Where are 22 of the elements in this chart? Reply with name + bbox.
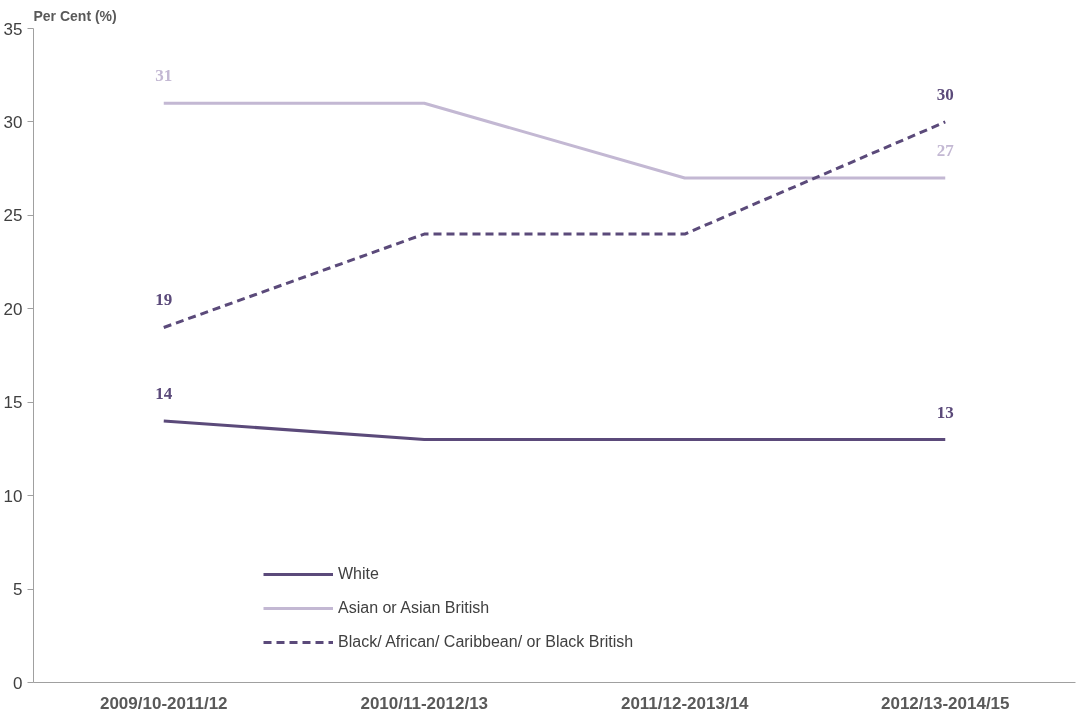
y-axis-title: Per Cent (%) (33, 7, 117, 24)
y-tick-label: 15 (3, 393, 23, 413)
x-tick-label: 2011/12-2013/14 (620, 693, 750, 713)
x-tick-label: 2010/11-2012/13 (360, 693, 489, 713)
y-tick-label: 35 (3, 19, 23, 39)
x-tick-label: 2012/13-2014/15 (880, 693, 1010, 713)
legend-label: Black/ African/ Caribbean/ or Black British (338, 633, 634, 651)
y-tick-label: 10 (3, 486, 23, 506)
y-tick-label: 0 (13, 673, 23, 693)
legend-label: Asian or Asian British (338, 599, 490, 617)
x-tick-label: 2009/10-2011/12 (99, 693, 228, 713)
data-label: 31 (155, 66, 173, 86)
data-label: 13 (936, 402, 954, 422)
data-label: 19 (155, 290, 173, 310)
data-label: 30 (936, 84, 954, 104)
data-label: 14 (155, 383, 173, 403)
y-tick-label: 25 (3, 206, 23, 226)
y-tick-label: 30 (3, 112, 23, 132)
data-label: 27 (936, 140, 955, 160)
y-tick-label: 20 (3, 299, 23, 319)
y-tick-label: 5 (13, 580, 23, 600)
legend-label: White (338, 565, 379, 583)
